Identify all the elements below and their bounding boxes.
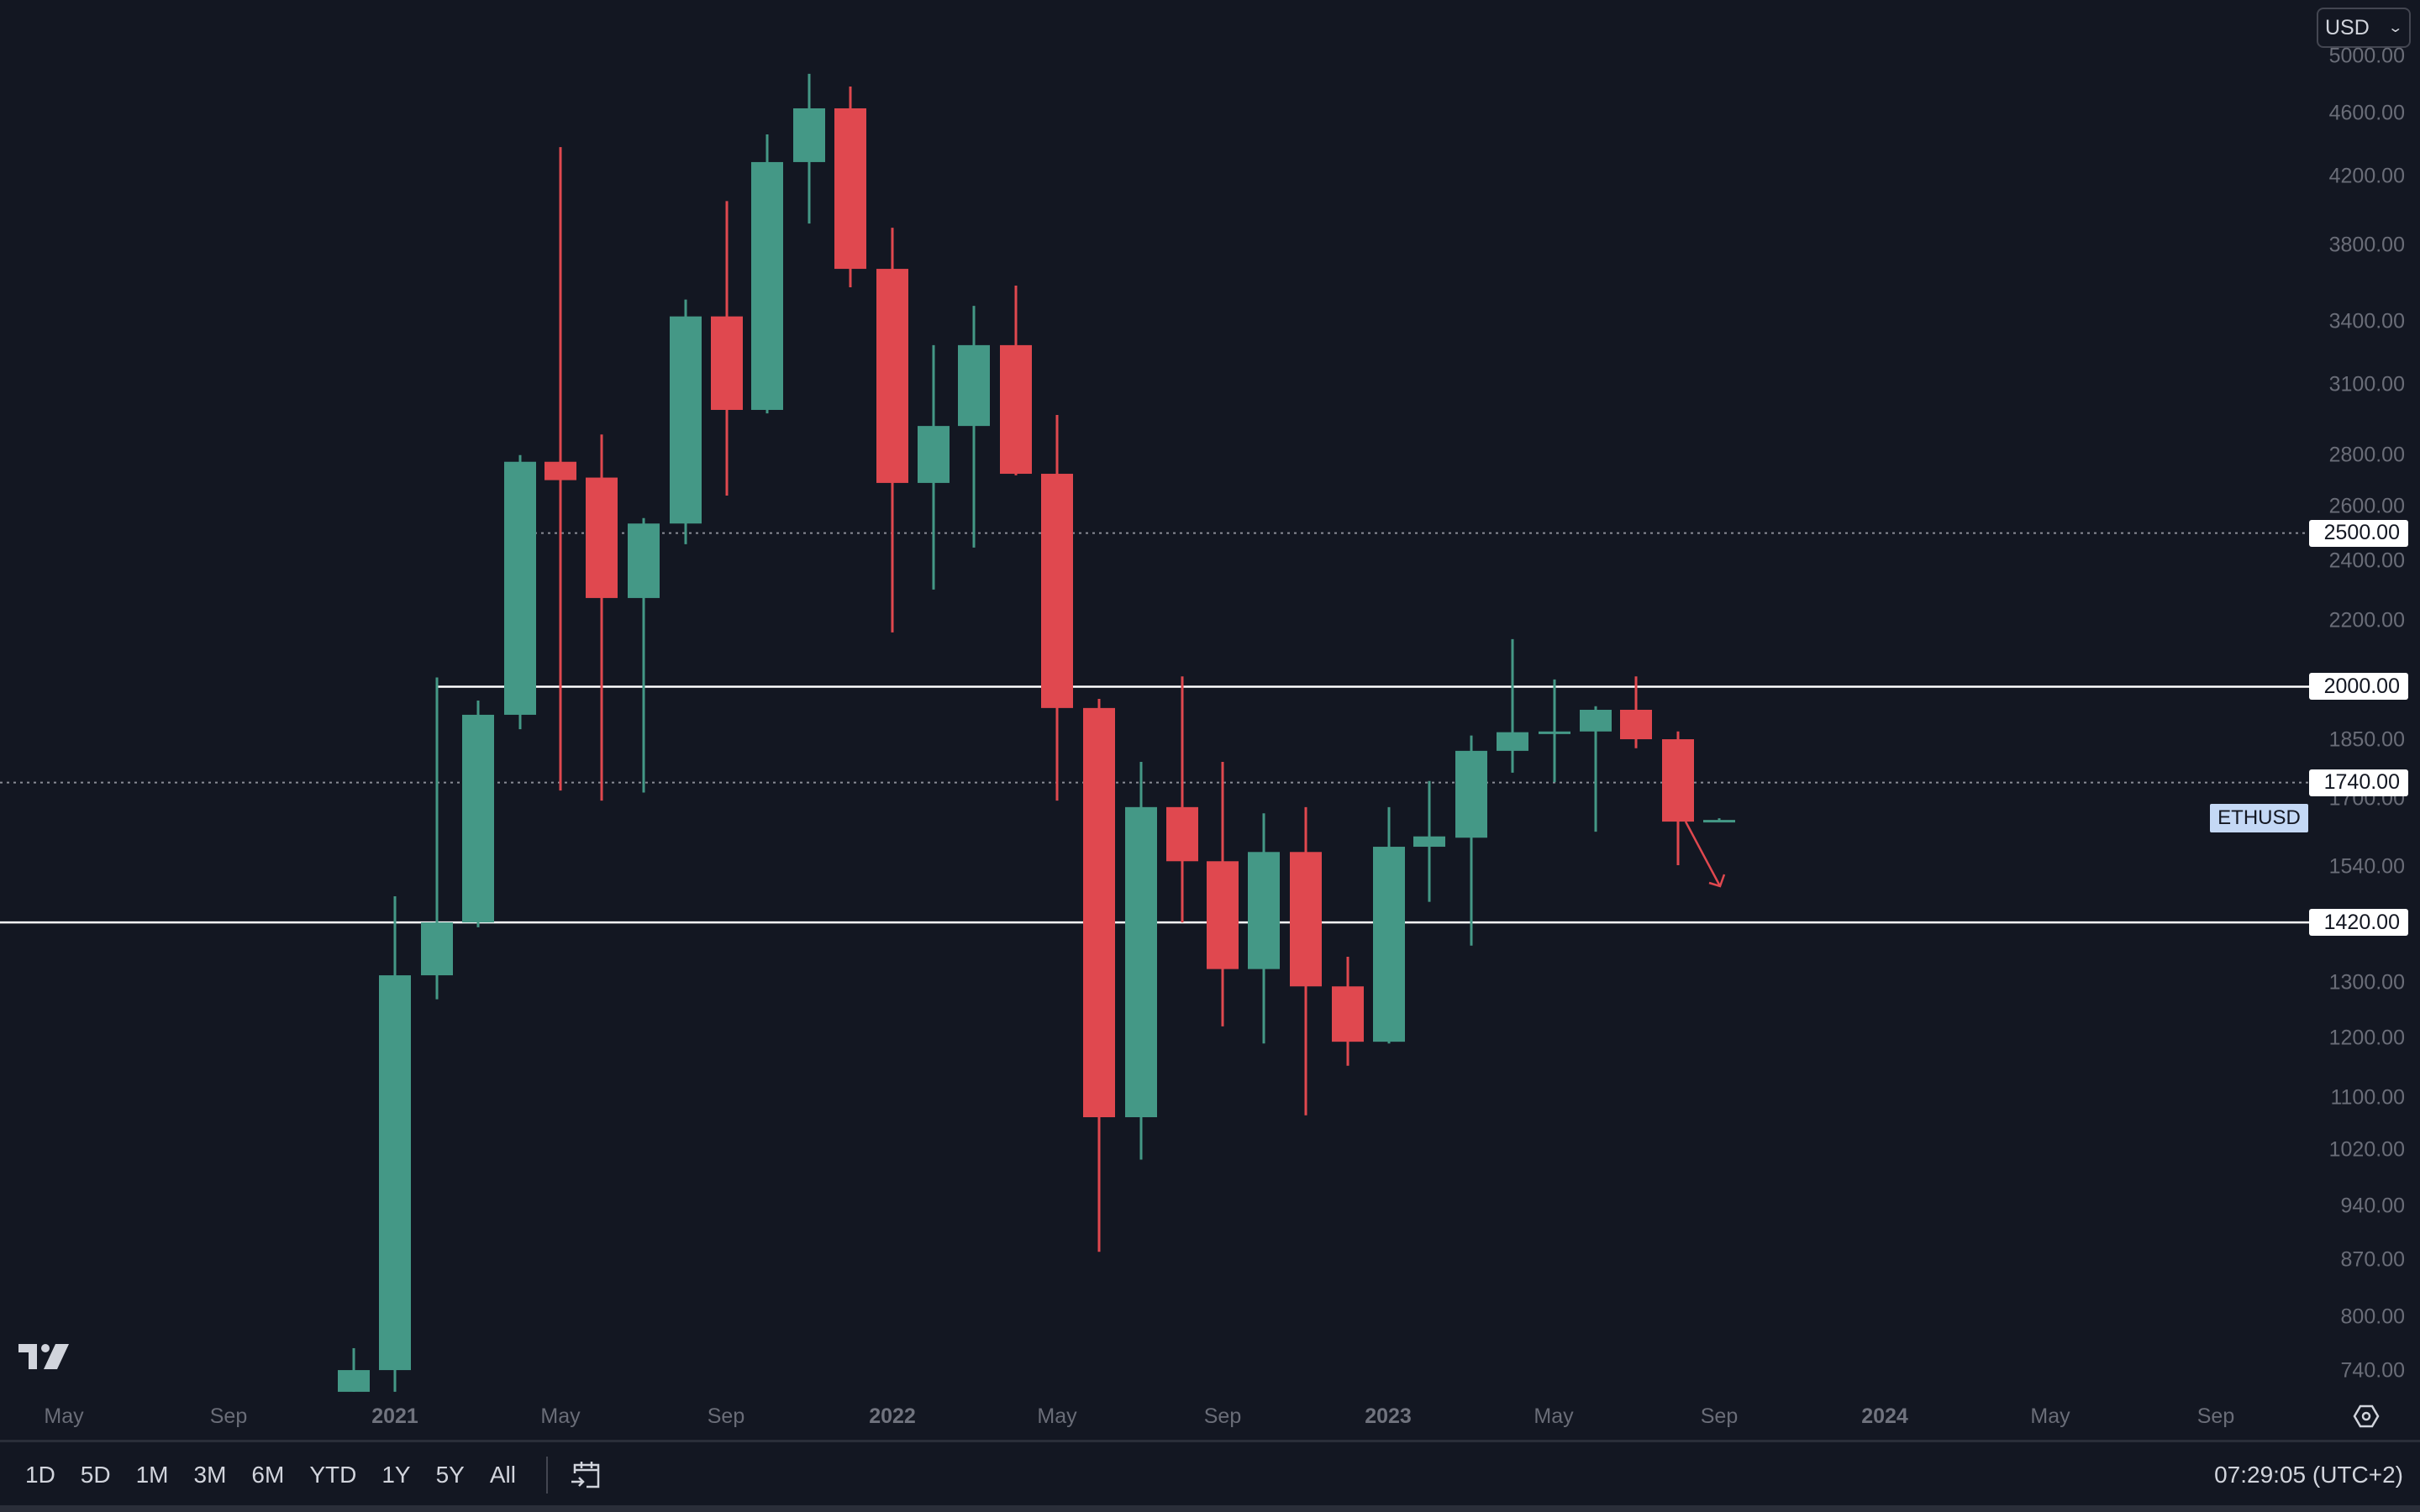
candlestick-chart[interactable] — [0, 0, 2420, 1394]
candle[interactable] — [670, 299, 702, 544]
range-button-3m[interactable]: 3M — [193, 1462, 227, 1488]
price-tick: 1300.00 — [2328, 970, 2405, 995]
candle[interactable] — [1290, 806, 1322, 1116]
candle[interactable] — [1166, 676, 1198, 923]
time-tick: May — [1534, 1404, 1574, 1428]
candle[interactable] — [628, 517, 660, 793]
candle[interactable] — [793, 73, 825, 224]
time-tick: May — [1037, 1404, 1077, 1428]
bottom-toolbar: 1D 5D 1M 3M 6M YTD 1Y 5Y All 07:29:05 (UTC+2) — [0, 1440, 2420, 1508]
range-button-5y[interactable]: 5Y — [435, 1462, 465, 1488]
price-tick: 1850.00 — [2328, 727, 2405, 752]
candle[interactable] — [1248, 813, 1280, 1044]
candle[interactable] — [379, 895, 411, 1392]
price-level-badge[interactable]: 1740.00 — [2309, 769, 2408, 796]
price-level-badge[interactable]: 2000.00 — [2309, 673, 2408, 701]
candle[interactable] — [1662, 731, 1694, 866]
time-tick: 2022 — [869, 1404, 916, 1428]
price-tick: 2200.00 — [2328, 608, 2405, 633]
arrow-head-icon — [1708, 874, 1726, 888]
candle[interactable] — [504, 454, 536, 730]
candle[interactable] — [1703, 818, 1735, 823]
range-button-1m[interactable]: 1M — [135, 1462, 169, 1488]
currency-select-value: USD — [2325, 15, 2370, 39]
candle[interactable] — [1207, 762, 1239, 1026]
price-tick: 4600.00 — [2328, 101, 2405, 125]
footer-strip — [0, 1505, 2420, 1512]
price-tick: 5000.00 — [2328, 44, 2405, 68]
price-level-badge[interactable]: 1420.00 — [2309, 909, 2408, 937]
time-tick: Sep — [707, 1404, 745, 1428]
price-tick: 3400.00 — [2328, 309, 2405, 333]
candle[interactable] — [338, 1347, 370, 1392]
range-button-ytd[interactable]: YTD — [309, 1462, 357, 1488]
clock[interactable]: 07:29:05 (UTC+2) — [2214, 1462, 2403, 1488]
price-level-badge[interactable]: 2500.00 — [2309, 519, 2408, 547]
candle[interactable] — [958, 306, 990, 548]
candle[interactable] — [876, 228, 908, 633]
range-buttons: 1D 5D 1M 3M 6M YTD 1Y 5Y All — [0, 1462, 516, 1488]
candle[interactable] — [1083, 698, 1115, 1252]
time-tick: 2021 — [371, 1404, 418, 1428]
time-tick: Sep — [1700, 1404, 1739, 1428]
time-tick: May — [44, 1404, 84, 1428]
price-tick: 940.00 — [2340, 1194, 2405, 1218]
settings-icon[interactable] — [2353, 1403, 2380, 1430]
candle[interactable] — [544, 147, 576, 791]
candle[interactable] — [1539, 679, 1570, 783]
time-tick: May — [540, 1404, 581, 1428]
candle[interactable] — [1041, 415, 1073, 801]
candle[interactable] — [918, 344, 950, 590]
price-tick: 1020.00 — [2328, 1137, 2405, 1162]
candle[interactable] — [586, 434, 618, 801]
price-tick: 870.00 — [2340, 1247, 2405, 1272]
time-tick: 2024 — [1861, 1404, 1908, 1428]
candle[interactable] — [1332, 956, 1364, 1066]
range-button-1d[interactable]: 1D — [25, 1462, 55, 1488]
time-tick: Sep — [1203, 1404, 1242, 1428]
price-tick: 740.00 — [2340, 1358, 2405, 1383]
candle[interactable] — [1373, 806, 1405, 1044]
price-tick: 1100.00 — [2330, 1085, 2405, 1110]
candle[interactable] — [1125, 762, 1157, 1160]
time-tick: 2023 — [1365, 1404, 1412, 1428]
chart-area[interactable] — [0, 0, 2420, 1394]
time-tick: Sep — [2196, 1404, 2235, 1428]
time-tick: May — [2030, 1404, 2070, 1428]
chevron-down-icon: ⌄ — [2386, 21, 2403, 35]
candle[interactable] — [1000, 285, 1032, 475]
range-button-all[interactable]: All — [489, 1462, 516, 1488]
price-tick: 1540.00 — [2328, 854, 2405, 879]
tradingview-logo-icon[interactable] — [18, 1342, 71, 1371]
time-tick: Sep — [209, 1404, 248, 1428]
candle[interactable] — [834, 87, 866, 288]
candle[interactable] — [1497, 638, 1528, 773]
candle[interactable] — [421, 677, 453, 1000]
price-tick: 3800.00 — [2328, 233, 2405, 257]
candle[interactable] — [462, 701, 494, 927]
currency-select[interactable]: USD ⌄ — [2317, 8, 2411, 48]
go-to-date-icon[interactable] — [570, 1458, 603, 1492]
price-tick: 3100.00 — [2328, 372, 2405, 396]
candle[interactable] — [1620, 676, 1652, 748]
price-tick: 1200.00 — [2328, 1026, 2405, 1050]
arrow-annotation — [1684, 821, 1722, 887]
toolbar-divider — [545, 1457, 548, 1494]
price-tick: 2600.00 — [2328, 494, 2405, 517]
candle[interactable] — [1580, 706, 1612, 832]
range-button-6m[interactable]: 6M — [251, 1462, 285, 1488]
candle[interactable] — [751, 134, 783, 414]
candle[interactable] — [711, 201, 743, 496]
range-button-1y[interactable]: 1Y — [381, 1462, 411, 1488]
candle[interactable] — [1413, 780, 1445, 902]
price-tick: 800.00 — [2340, 1305, 2405, 1329]
candle[interactable] — [1455, 735, 1487, 946]
price-tick: 4200.00 — [2328, 164, 2405, 188]
range-button-5d[interactable]: 5D — [80, 1462, 111, 1488]
price-tick: 2400.00 — [2328, 549, 2405, 573]
symbol-badge: ETHUSD — [2210, 804, 2308, 832]
price-tick: 2800.00 — [2328, 443, 2405, 467]
